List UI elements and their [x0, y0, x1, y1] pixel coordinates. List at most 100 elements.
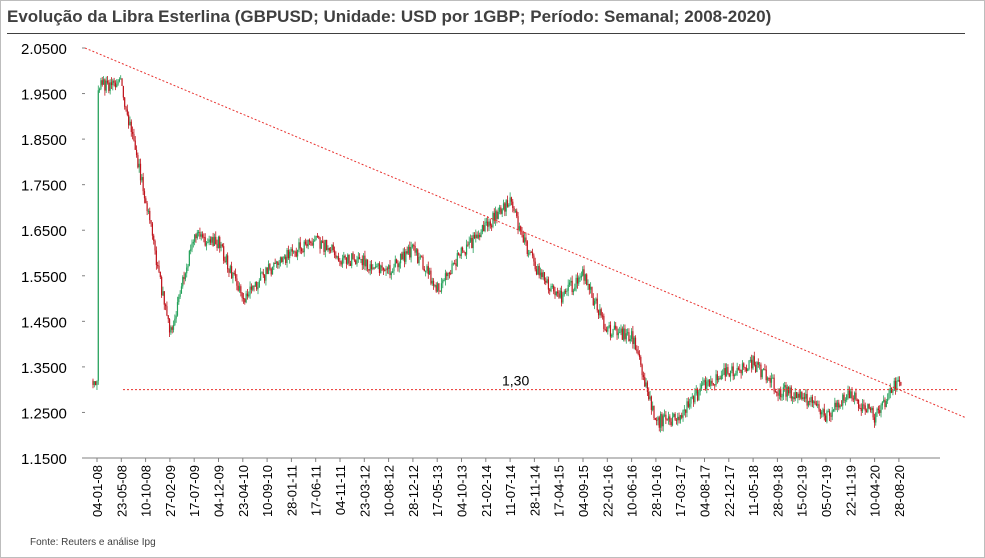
candle-body — [403, 251, 406, 262]
candle-body — [629, 338, 631, 342]
candle-body — [113, 80, 115, 83]
candle-body — [349, 263, 351, 266]
candle-body — [290, 248, 292, 252]
candle-body — [213, 236, 216, 246]
candle-body — [662, 415, 664, 427]
candle-body — [458, 253, 460, 255]
candle-body — [356, 259, 358, 265]
candle-body — [344, 255, 346, 258]
candle-body — [729, 370, 732, 377]
candle-body — [186, 267, 188, 274]
candle-body — [496, 211, 498, 219]
candle-body — [364, 255, 366, 267]
candle-body — [262, 272, 264, 276]
candle-body — [658, 417, 660, 428]
candle-body — [232, 272, 234, 279]
candle-body — [372, 267, 374, 270]
candle-body — [625, 333, 627, 340]
candle-body — [502, 203, 505, 210]
x-tick-label: 10-04-20 — [868, 465, 883, 517]
candle-body — [557, 291, 559, 294]
candle-body — [365, 259, 367, 267]
candle-body — [794, 392, 796, 400]
candle-body — [673, 413, 675, 417]
candle-body — [789, 387, 791, 394]
candle-body — [261, 272, 263, 274]
candle-body — [551, 285, 553, 287]
candle-body — [406, 251, 408, 254]
candle-body — [359, 257, 361, 260]
candle-body — [180, 286, 183, 294]
candle-body — [114, 82, 117, 88]
candle-body — [423, 268, 425, 272]
candle-body — [809, 401, 811, 403]
candle-body — [645, 382, 647, 387]
candle-body — [382, 267, 384, 270]
candle-body — [716, 374, 718, 381]
candle-body — [432, 280, 435, 286]
candle-body — [96, 380, 98, 386]
candle-body — [578, 277, 580, 284]
candle-body — [102, 79, 105, 85]
candle-body — [129, 121, 131, 126]
candle-body — [703, 380, 705, 383]
candle-body — [442, 280, 444, 284]
candle-body — [859, 407, 861, 409]
candle-body — [687, 401, 689, 407]
candle-body — [877, 408, 879, 411]
candle-body — [450, 273, 452, 275]
candle-body — [425, 270, 427, 272]
candle-body — [646, 382, 648, 392]
candle-body — [467, 244, 469, 246]
candle-body — [168, 319, 171, 333]
candle-body — [302, 251, 304, 253]
candle-body — [566, 290, 568, 292]
candle-body — [510, 197, 513, 202]
candle-body — [770, 378, 773, 383]
candle-body — [575, 277, 577, 288]
candle-body — [888, 392, 890, 399]
candle-body — [134, 140, 136, 150]
candle-body — [463, 250, 465, 253]
candle-body — [748, 360, 750, 369]
candle-body — [415, 249, 417, 253]
candle-body — [726, 367, 728, 377]
candle-body — [298, 242, 300, 250]
candle-body — [893, 380, 895, 391]
candle-body — [792, 397, 794, 399]
candle-body — [617, 332, 619, 336]
x-tick-label: 04-09-15 — [576, 465, 591, 517]
candle-body — [335, 255, 337, 258]
candle-body — [385, 268, 387, 271]
candle-body — [473, 234, 476, 239]
x-tick-label: 28-10-16 — [649, 465, 664, 517]
candle-body — [831, 410, 833, 417]
candle-body — [147, 210, 150, 212]
candle-body — [454, 263, 456, 265]
candle-body — [238, 286, 241, 291]
candle-body — [353, 259, 355, 261]
candle-body — [777, 393, 779, 396]
candle-body — [529, 251, 531, 254]
candle-body — [876, 408, 878, 414]
candle-body — [165, 304, 167, 307]
candle-body — [237, 285, 239, 291]
candle-body — [580, 275, 582, 278]
x-tick-label: 04-10-13 — [455, 465, 470, 517]
trendline — [84, 47, 966, 418]
candle-body — [505, 200, 507, 212]
candle-body — [195, 234, 197, 239]
y-tick-label: 1.3500 — [21, 360, 67, 377]
candle-body — [885, 400, 887, 407]
candle-body — [813, 401, 815, 403]
candle-body — [121, 78, 123, 86]
candle-body — [392, 271, 394, 273]
candle-body — [348, 254, 350, 264]
candle-body — [844, 400, 846, 402]
candle-body — [737, 368, 740, 370]
candle-body — [215, 236, 217, 244]
candle-body — [582, 269, 584, 276]
candle-body — [477, 234, 480, 238]
candle-body — [695, 389, 697, 394]
